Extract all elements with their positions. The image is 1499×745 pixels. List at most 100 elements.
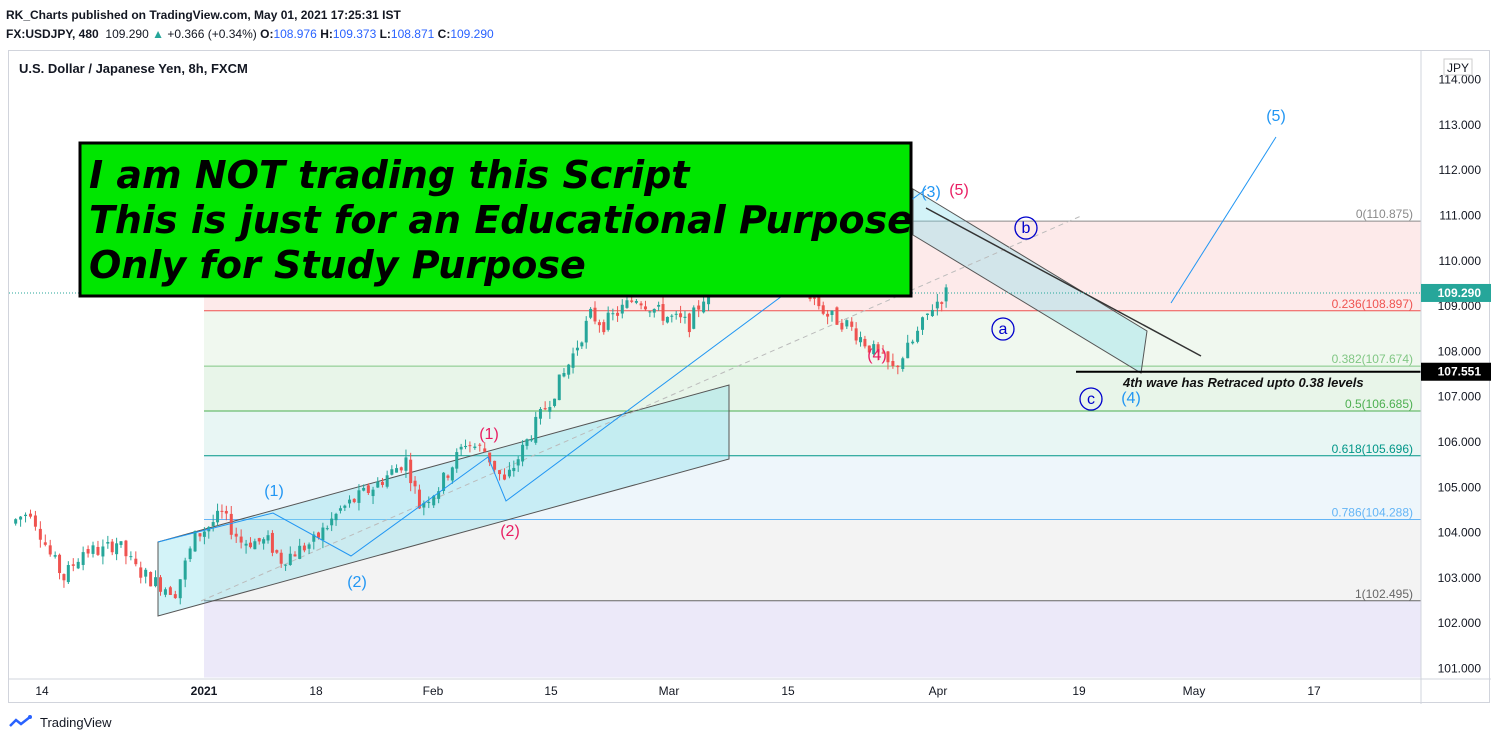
candle — [665, 316, 669, 323]
marked-price-tag-text: 107.551 — [1438, 365, 1482, 379]
banner-line: I am NOT trading this Script — [89, 153, 691, 197]
fib-level-label: 1(102.495) — [1355, 587, 1413, 601]
candle — [288, 553, 292, 565]
wave-lines — [157, 188, 927, 557]
candle — [348, 499, 352, 504]
x-tick-label: 2021 — [191, 684, 218, 698]
candle — [257, 538, 261, 542]
candle — [173, 594, 177, 599]
candle — [886, 351, 890, 363]
candle — [670, 315, 674, 317]
candle — [307, 544, 311, 549]
candle — [580, 342, 584, 347]
ohlc-line: FX:USDJPY, 480 109.290 ▲ +0.366 (+0.34%)… — [6, 27, 494, 41]
y-tick-label: 103.000 — [1438, 571, 1482, 585]
wave-label: b — [1022, 220, 1031, 237]
candle — [602, 322, 606, 333]
candle — [413, 480, 417, 487]
candle — [692, 307, 696, 329]
candle — [220, 510, 224, 512]
candle — [154, 577, 158, 587]
candle — [58, 554, 62, 574]
candle — [478, 444, 482, 446]
candle — [630, 300, 634, 302]
candle — [534, 416, 538, 443]
candle — [229, 513, 233, 535]
candle — [404, 457, 408, 471]
candle — [53, 555, 57, 557]
wave-label-ring — [1079, 387, 1103, 411]
candle — [850, 321, 854, 327]
candle — [43, 542, 47, 545]
candle — [634, 300, 638, 303]
candle — [302, 545, 306, 551]
candle — [253, 541, 257, 550]
candle — [101, 546, 105, 557]
wave-label: (4) — [1121, 390, 1141, 407]
candle — [91, 545, 95, 554]
candle — [679, 313, 683, 318]
candle — [446, 475, 450, 478]
candle — [567, 364, 571, 375]
brand: TradingView — [40, 714, 112, 730]
price-chart[interactable]: 0(110.875) 0.236(108.897) 0.382(107.674) 0.… — [9, 51, 1491, 704]
y-tick-label: 101.000 — [1438, 662, 1482, 676]
candle — [830, 310, 834, 315]
candle — [139, 567, 143, 578]
candle — [86, 549, 90, 554]
wave-label: c — [1087, 391, 1095, 408]
candle — [38, 528, 42, 540]
candle — [24, 514, 28, 517]
wave-label: a — [999, 321, 1008, 338]
change: +0.366 (+0.34%) — [167, 27, 257, 41]
candle — [321, 527, 325, 541]
candle — [516, 459, 520, 466]
candle — [417, 489, 421, 509]
fib-level-label: 0.236(108.897) — [1332, 297, 1413, 311]
candle — [371, 489, 375, 497]
candle — [279, 552, 283, 564]
candle — [178, 579, 182, 599]
candle — [697, 305, 701, 310]
candle — [380, 481, 384, 485]
candle — [357, 490, 361, 503]
candle — [66, 565, 70, 583]
chart-title: U.S. Dollar / Japanese Yen, 8h, FXCM — [19, 61, 248, 76]
banner-line: Only for Study Purpose — [89, 243, 586, 287]
candle — [817, 295, 821, 307]
candle — [589, 308, 593, 318]
x-tick-label: 17 — [1307, 684, 1321, 698]
candle — [553, 398, 557, 406]
candle — [859, 337, 863, 343]
candle — [512, 467, 516, 472]
candle — [239, 536, 243, 543]
candle — [134, 558, 138, 565]
candle — [262, 539, 266, 544]
candle — [674, 313, 678, 315]
y-tick-label: 107.000 — [1438, 390, 1482, 404]
candle — [483, 448, 487, 452]
candle — [835, 307, 839, 325]
candle — [149, 572, 153, 587]
disclaimer-banner — [78, 141, 913, 298]
candle — [538, 408, 542, 419]
candle — [872, 344, 876, 355]
fib-zone — [204, 410, 1421, 456]
candle — [840, 322, 844, 330]
candle — [325, 528, 329, 530]
candle — [911, 341, 915, 344]
candle — [422, 502, 426, 508]
candle — [683, 316, 687, 318]
y-tick-label: 114.000 — [1439, 73, 1482, 87]
chart-frame[interactable]: 0(110.875) 0.236(108.897) 0.382(107.674) 0.… — [8, 50, 1491, 704]
candle — [33, 515, 37, 527]
currency-box — [1443, 58, 1473, 76]
candle — [385, 475, 389, 487]
candle — [450, 467, 454, 481]
fib-level-label: 0.5(106.685) — [1345, 397, 1413, 411]
wave-label: (2) — [500, 523, 520, 540]
candle — [639, 303, 643, 306]
candle — [863, 338, 867, 347]
candle — [459, 446, 463, 450]
candle — [248, 542, 252, 548]
